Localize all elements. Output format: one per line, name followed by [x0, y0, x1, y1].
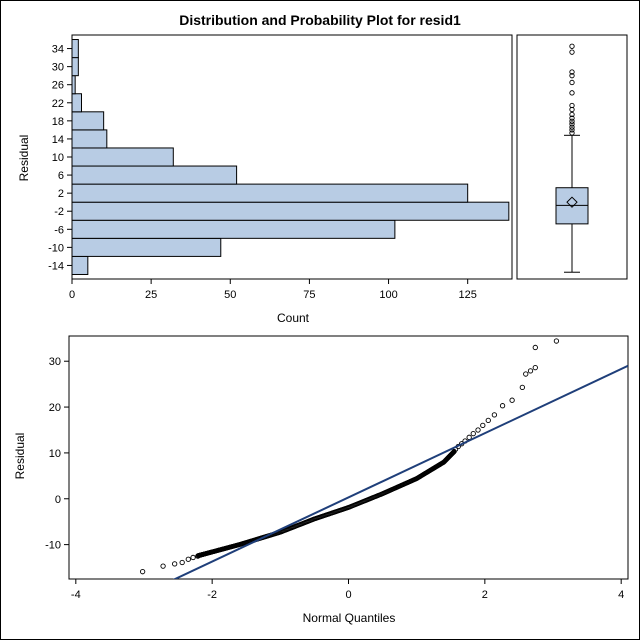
qq-point: [519, 384, 525, 391]
box-outlier: [569, 124, 575, 130]
hist-y-tick-label: 2: [58, 188, 64, 200]
qq-x-tick-label: -4: [71, 589, 81, 601]
qq-y-tick-label: 0: [55, 494, 61, 506]
hist-x-tick-label: 25: [145, 289, 157, 301]
hist-y-tick-label: -14: [48, 260, 64, 272]
qq-point: [491, 412, 498, 418]
hist-bar: [71, 219, 396, 239]
hist-x-tick-label: 75: [303, 289, 315, 301]
box-outlier: [569, 69, 575, 75]
box-outlier: [569, 90, 575, 96]
qq-point: [485, 417, 491, 424]
box-outlier: [569, 43, 575, 49]
box-outlier: [569, 115, 575, 121]
hist-bar: [71, 39, 79, 59]
qq-plot-area: [68, 335, 629, 580]
qq-x-axis-label: Normal Quantiles: [303, 611, 396, 625]
qq-y-tick-label: -10: [45, 540, 61, 552]
hist-x-tick-label: 50: [224, 289, 236, 301]
qq-point: [523, 371, 529, 377]
qq-point: [480, 422, 486, 429]
hist-bar: [71, 75, 76, 95]
qq-point: [553, 338, 560, 344]
qq-point: [172, 561, 178, 567]
qq-y-tick-label: 20: [49, 402, 61, 414]
hist-bar: [71, 129, 108, 149]
qq-point: [527, 368, 534, 374]
qq-x-tick-label: 2: [482, 589, 488, 601]
hist-y-axis-label: Residual: [17, 135, 31, 182]
box-mean-marker: [566, 196, 578, 208]
box-outlier: [569, 73, 575, 79]
hist-y-tick-label: 30: [52, 62, 64, 74]
qq-x-tick-label: 0: [345, 589, 351, 601]
qq-point: [532, 364, 538, 371]
hist-bar: [71, 111, 105, 131]
hist-bar: [71, 93, 82, 113]
box-outlier: [569, 79, 575, 86]
qq-plot-panel: -4 -2 0 2 4 -10 0 10 20 30: [45, 335, 629, 601]
box-outlier: [569, 49, 575, 55]
box-outlier: [569, 111, 575, 118]
hist-y-tick-label: 14: [52, 134, 64, 146]
hist-bar: [71, 165, 238, 185]
qq-point: [160, 563, 166, 569]
qq-y-tick-label: 10: [49, 448, 61, 460]
hist-y-tick-label: -2: [54, 206, 64, 218]
hist-y-tick-label: 22: [52, 98, 64, 110]
box-outlier: [569, 118, 575, 124]
qq-point: [139, 569, 146, 575]
hist-x-tick-label: 100: [379, 289, 397, 301]
box-outlier: [569, 127, 575, 133]
hist-bar: [71, 183, 469, 203]
chart-title: Distribution and Probability Plot for re…: [179, 12, 461, 28]
boxplot-area: [516, 34, 628, 280]
box-outlier: [569, 130, 575, 136]
hist-y-tick-label: -6: [54, 224, 64, 236]
qq-points: [139, 338, 560, 575]
hist-y-tick-label: 34: [52, 44, 64, 56]
qq-y-tick-label: 30: [49, 356, 61, 368]
qq-point: [499, 403, 506, 409]
hist-y-tick-label: 26: [52, 80, 64, 92]
qq-point: [475, 427, 481, 433]
hist-bar: [71, 237, 222, 257]
box-outlier: [569, 121, 575, 127]
hist-bar: [71, 255, 89, 275]
hist-y-tick-label: 18: [52, 116, 64, 128]
qq-reference-line: [172, 364, 628, 579]
qq-x-tick-label: 4: [618, 589, 624, 601]
qq-point: [509, 397, 515, 403]
hist-y-tick-label: 10: [52, 152, 64, 164]
qq-point: [190, 554, 196, 561]
hist-x-tick-label: 125: [459, 289, 477, 301]
qq-point: [195, 553, 201, 559]
boxplot-panel: [516, 34, 628, 280]
qq-point: [470, 431, 476, 437]
hist-bar: [71, 201, 510, 221]
box-outlier: [569, 102, 575, 109]
hist-x-axis-label: Count: [277, 311, 310, 325]
qq-point: [185, 556, 191, 562]
qq-y-axis-label: Residual: [13, 433, 27, 480]
hist-y-tick-label: -10: [48, 242, 64, 254]
qq-point: [532, 344, 538, 351]
qq-point: [179, 559, 185, 566]
hist-bar: [71, 147, 174, 167]
hist-bar: [71, 57, 79, 77]
hist-y-tick-label: 6: [58, 170, 64, 182]
qq-x-tick-label: -2: [207, 589, 217, 601]
hist-x-tick-label: 0: [69, 289, 75, 301]
